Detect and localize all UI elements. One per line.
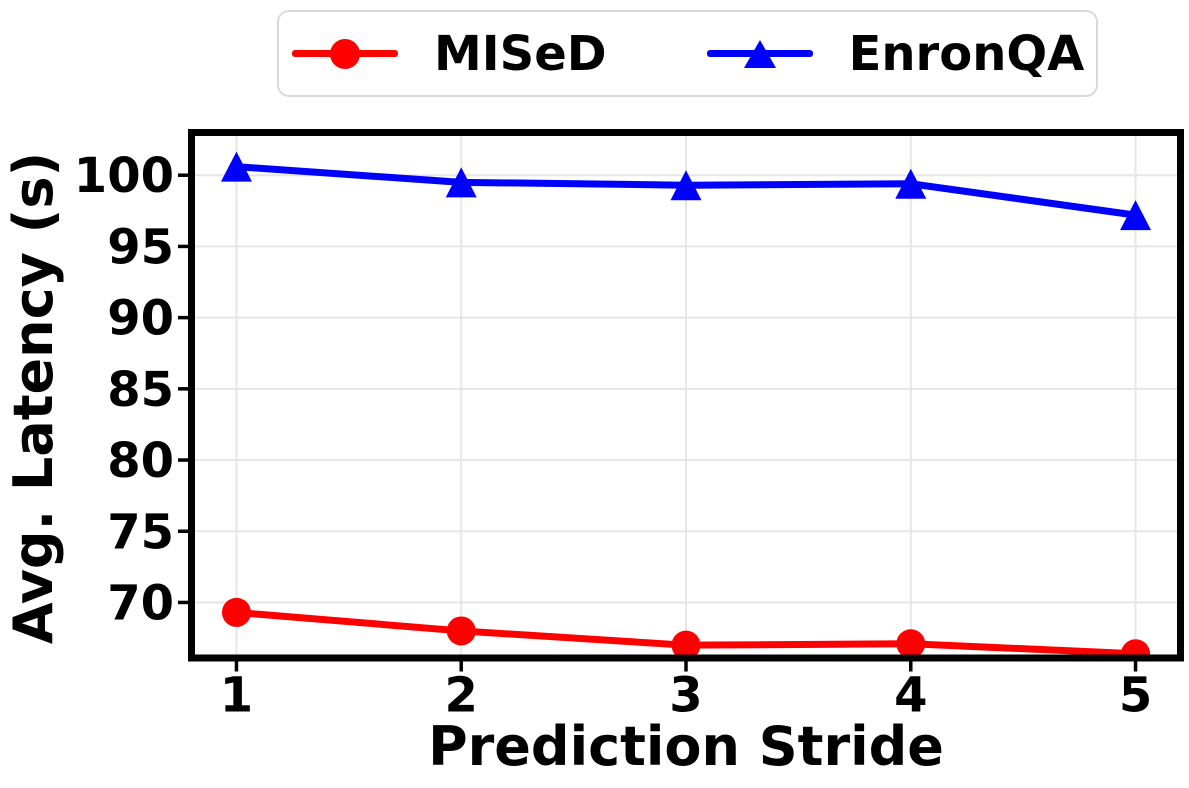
marker-circle-mised xyxy=(1121,639,1151,658)
marker-circle-mised xyxy=(221,597,251,627)
enronqa-triangle-marker-icon xyxy=(743,39,776,68)
y-tick-label: 80 xyxy=(107,433,174,489)
x-tick-label: 4 xyxy=(894,668,927,724)
legend-label-enronqa: EnronQA xyxy=(848,25,1085,82)
x-axis-label: Prediction Stride xyxy=(428,715,944,778)
y-tick-label: 75 xyxy=(107,504,174,560)
marker-triangle-enronqa xyxy=(670,170,702,201)
legend-item-enronqa: EnronQA xyxy=(706,25,1085,82)
series-group xyxy=(220,151,1152,658)
marker-triangle-enronqa xyxy=(1120,200,1152,231)
mised-circle-marker-icon xyxy=(330,38,360,69)
y-tick-label: 85 xyxy=(107,362,174,418)
enronqa-line-triangle-icon xyxy=(706,37,813,71)
marker-circle-mised xyxy=(671,630,701,658)
marker-triangle-enronqa xyxy=(445,167,477,198)
x-tick-label: 5 xyxy=(1119,668,1152,724)
y-tick-label: 95 xyxy=(107,219,174,275)
marker-triangle-enronqa xyxy=(895,168,927,199)
legend-item-mised: MISeD xyxy=(292,30,607,78)
x-tick-label: 1 xyxy=(220,668,253,724)
legend: MISeD EnronQA xyxy=(277,10,1098,97)
axes-spines xyxy=(188,129,1184,662)
x-tick-label: 2 xyxy=(445,668,478,724)
y-tick-label: 100 xyxy=(74,148,174,204)
y-tick-label: 70 xyxy=(107,575,174,631)
marker-triangle-enronqa xyxy=(220,151,252,182)
mised-line-circle-icon xyxy=(292,37,398,71)
x-tick-label: 3 xyxy=(669,668,702,724)
legend-label-mised: MISeD xyxy=(434,25,607,82)
y-tick-label: 90 xyxy=(107,291,174,347)
marker-circle-mised xyxy=(446,616,476,646)
marker-circle-mised xyxy=(896,629,926,658)
